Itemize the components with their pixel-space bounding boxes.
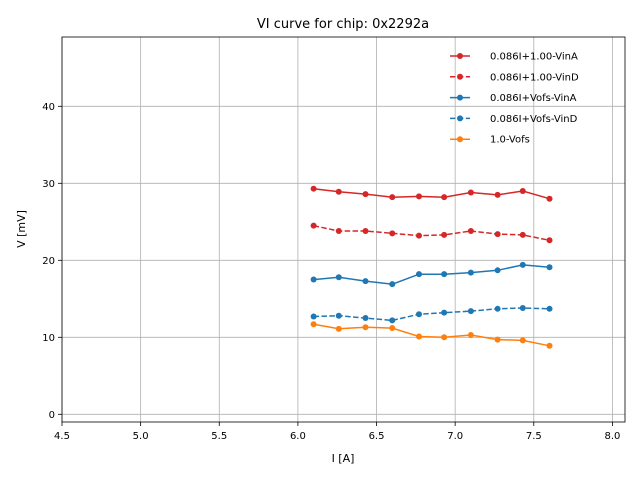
legend-swatch-marker: [457, 115, 463, 122]
data-point: [415, 311, 422, 318]
legend-label: 0.086I+Vofs-VinA: [490, 93, 577, 104]
data-point: [467, 228, 474, 235]
legend-entry: 0.086I+Vofs-VinA: [450, 93, 577, 104]
legend-swatch-marker: [457, 53, 463, 59]
data-point: [467, 331, 474, 338]
data-point: [310, 222, 317, 229]
data-point: [494, 191, 501, 198]
data-point: [335, 274, 342, 281]
x-tick-label: 4.5: [54, 431, 70, 442]
data-point: [310, 313, 317, 320]
data-point: [467, 269, 474, 276]
data-point: [494, 305, 501, 312]
legend-entry: 1.0-Vofs: [450, 135, 530, 146]
data-point: [335, 325, 342, 332]
legend-label: 0.086I+1.00-VinD: [490, 72, 579, 83]
x-tick-label: 5.5: [211, 431, 227, 442]
x-tick-label: 8.0: [604, 431, 620, 442]
series-line: [313, 264, 550, 285]
data-point: [362, 315, 369, 322]
data-point: [389, 317, 396, 324]
data-point: [362, 278, 369, 285]
y-axis: 0 10 20 30 40: [42, 102, 62, 421]
legend-entry: 0.086I+1.00-VinA: [450, 52, 578, 63]
y-tick-label: 40: [42, 102, 55, 113]
data-point: [519, 231, 526, 238]
data-point: [389, 325, 396, 332]
series-0: [310, 185, 553, 202]
data-point: [389, 281, 396, 288]
data-point: [519, 305, 526, 312]
y-tick-label: 20: [42, 256, 55, 267]
legend-swatch-marker: [457, 136, 463, 143]
data-point: [362, 228, 369, 235]
data-point: [494, 267, 501, 274]
data-point: [362, 324, 369, 331]
x-axis: 4.5 5.0 5.5 6.0 6.5 7.0 7.5 8.0: [54, 422, 620, 442]
series-line: [313, 323, 550, 347]
plot-frame: [61, 36, 626, 423]
y-tick-label: 0: [49, 410, 55, 421]
data-point: [441, 334, 448, 341]
legend-label: 1.0-Vofs: [490, 135, 530, 146]
x-tick-label: 6.5: [369, 431, 385, 442]
legend-swatch-marker: [457, 73, 463, 80]
y-axis-label: V [mV]: [15, 210, 28, 248]
data-point: [519, 188, 526, 194]
data-point: [519, 337, 526, 344]
data-point: [467, 308, 474, 315]
data-point: [389, 194, 396, 201]
data-point: [546, 195, 553, 202]
data-point: [467, 189, 474, 196]
data-point: [494, 231, 501, 238]
data-point: [546, 264, 553, 271]
data-point: [546, 237, 553, 244]
series-4: [310, 321, 553, 349]
x-tick-label: 7.0: [447, 431, 463, 442]
x-tick-label: 5.0: [133, 431, 149, 442]
data-point: [415, 333, 422, 340]
data-point: [519, 261, 526, 268]
legend-label: 0.086I+Vofs-VinD: [490, 114, 578, 125]
y-tick-label: 10: [42, 333, 55, 344]
data-point: [415, 232, 422, 239]
x-axis-label: I [A]: [332, 452, 355, 465]
data-point: [335, 312, 342, 319]
data-point: [441, 271, 448, 278]
data-point: [441, 194, 448, 201]
series-layer: [310, 185, 553, 349]
data-point: [310, 185, 317, 192]
legend-swatch-marker: [457, 94, 463, 101]
data-point: [546, 342, 553, 349]
series-2: [310, 261, 553, 288]
data-point: [415, 193, 422, 200]
grid: [61, 37, 625, 422]
data-point: [335, 228, 342, 235]
data-point: [335, 188, 342, 195]
data-point: [310, 276, 317, 283]
legend: 0.086I+1.00-VinA 0.086I+1.00-VinD 0.086I+V…: [450, 52, 579, 146]
data-point: [310, 321, 317, 328]
data-point: [494, 336, 501, 343]
data-point: [441, 231, 448, 238]
x-tick-label: 6.0: [290, 431, 306, 442]
legend-label: 0.086I+1.00-VinA: [490, 52, 578, 63]
y-tick-label: 30: [42, 179, 55, 190]
data-point: [546, 305, 553, 312]
data-point: [441, 309, 448, 316]
data-point: [389, 230, 396, 237]
data-point: [362, 191, 369, 198]
chart-title: VI curve for chip: 0x2292a: [257, 17, 429, 32]
x-tick-label: 7.5: [526, 431, 542, 442]
series-1: [310, 222, 553, 244]
legend-entry: 0.086I+Vofs-VinD: [450, 114, 578, 125]
series-line: [313, 224, 550, 242]
series-line: [313, 307, 550, 322]
data-point: [415, 271, 422, 278]
series-3: [310, 305, 553, 324]
series-line: [313, 187, 550, 200]
legend-entry: 0.086I+1.00-VinD: [450, 72, 579, 83]
